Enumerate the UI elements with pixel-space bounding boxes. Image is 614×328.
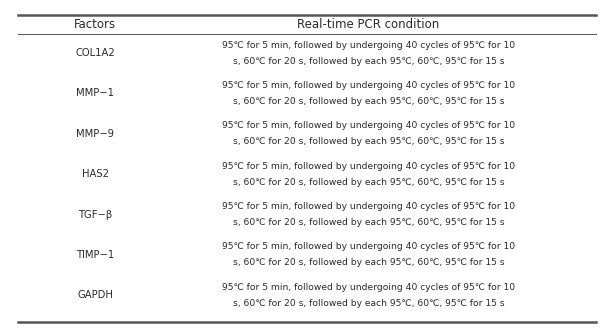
Text: 95℃ for 5 min, followed by undergoing 40 cycles of 95℃ for 10: 95℃ for 5 min, followed by undergoing 40…: [222, 242, 515, 252]
Text: s, 60℃ for 20 s, followed by each 95℃, 60℃, 95℃ for 15 s: s, 60℃ for 20 s, followed by each 95℃, 6…: [233, 298, 504, 308]
Text: 95℃ for 5 min, followed by undergoing 40 cycles of 95℃ for 10: 95℃ for 5 min, followed by undergoing 40…: [222, 121, 515, 131]
Text: 95℃ for 5 min, followed by undergoing 40 cycles of 95℃ for 10: 95℃ for 5 min, followed by undergoing 40…: [222, 283, 515, 292]
Text: Real-time PCR condition: Real-time PCR condition: [297, 18, 440, 31]
Text: TIMP−1: TIMP−1: [76, 250, 114, 260]
Text: s, 60℃ for 20 s, followed by each 95℃, 60℃, 95℃ for 15 s: s, 60℃ for 20 s, followed by each 95℃, 6…: [233, 218, 504, 227]
Text: s, 60℃ for 20 s, followed by each 95℃, 60℃, 95℃ for 15 s: s, 60℃ for 20 s, followed by each 95℃, 6…: [233, 258, 504, 267]
Text: s, 60℃ for 20 s, followed by each 95℃, 60℃, 95℃ for 15 s: s, 60℃ for 20 s, followed by each 95℃, 6…: [233, 97, 504, 106]
Text: 95℃ for 5 min, followed by undergoing 40 cycles of 95℃ for 10: 95℃ for 5 min, followed by undergoing 40…: [222, 81, 515, 90]
Text: COL1A2: COL1A2: [76, 48, 115, 58]
Text: Factors: Factors: [74, 18, 116, 31]
Text: 95℃ for 5 min, followed by undergoing 40 cycles of 95℃ for 10: 95℃ for 5 min, followed by undergoing 40…: [222, 41, 515, 50]
Text: MMP−9: MMP−9: [76, 129, 114, 139]
Text: MMP−1: MMP−1: [76, 89, 114, 98]
Text: HAS2: HAS2: [82, 169, 109, 179]
Text: s, 60℃ for 20 s, followed by each 95℃, 60℃, 95℃ for 15 s: s, 60℃ for 20 s, followed by each 95℃, 6…: [233, 177, 504, 187]
Text: GAPDH: GAPDH: [77, 290, 113, 300]
Text: 95℃ for 5 min, followed by undergoing 40 cycles of 95℃ for 10: 95℃ for 5 min, followed by undergoing 40…: [222, 202, 515, 211]
Text: s, 60℃ for 20 s, followed by each 95℃, 60℃, 95℃ for 15 s: s, 60℃ for 20 s, followed by each 95℃, 6…: [233, 137, 504, 146]
Text: s, 60℃ for 20 s, followed by each 95℃, 60℃, 95℃ for 15 s: s, 60℃ for 20 s, followed by each 95℃, 6…: [233, 56, 504, 66]
Text: 95℃ for 5 min, followed by undergoing 40 cycles of 95℃ for 10: 95℃ for 5 min, followed by undergoing 40…: [222, 162, 515, 171]
Text: TGF−β: TGF−β: [78, 210, 112, 219]
